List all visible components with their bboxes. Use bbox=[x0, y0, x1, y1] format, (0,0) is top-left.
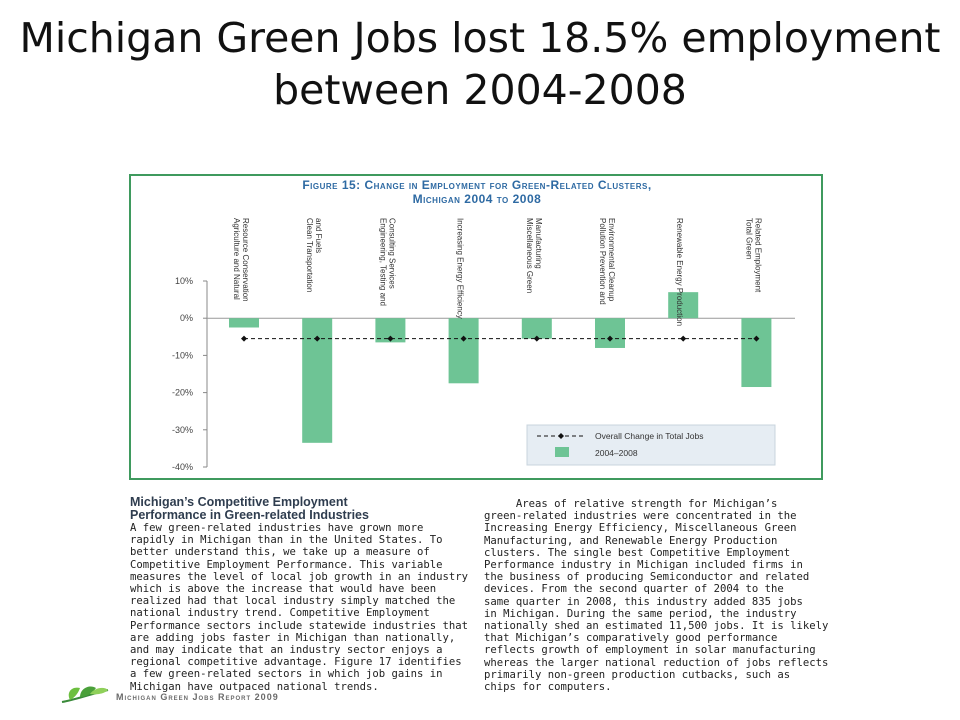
bar bbox=[448, 318, 479, 384]
overall-change-point bbox=[753, 335, 760, 342]
figure-title-line-1: Figure 15: Change in Employment for Gree… bbox=[302, 178, 652, 192]
bar bbox=[668, 292, 699, 319]
overall-change-point bbox=[460, 335, 467, 342]
y-tick-label: -20% bbox=[172, 388, 193, 398]
y-tick-label: 0% bbox=[180, 313, 193, 323]
category-label-text: and Fuels bbox=[314, 218, 323, 253]
category-label: Agriculture and Natural Resource Conserva… bbox=[232, 218, 250, 302]
overall-change-point bbox=[533, 335, 540, 342]
category-label-text: Resource Conservation bbox=[241, 218, 250, 302]
bar bbox=[741, 318, 772, 388]
category-label-text: Increasing Energy Efficiency bbox=[456, 218, 465, 319]
legend-line-marker bbox=[558, 433, 564, 439]
legend-bar-swatch bbox=[555, 447, 569, 457]
right-column-text: Areas of relative strength for Michigan’… bbox=[484, 498, 829, 694]
category-label-text: Consulting Services bbox=[387, 218, 396, 289]
category-label-text: Total Green bbox=[744, 218, 753, 259]
figure-title-line-2: Michigan 2004 to 2008 bbox=[412, 192, 542, 206]
section-heading: Michigan’s Competitive Employment Perfor… bbox=[130, 495, 369, 522]
left-column-text: A few green-related industries have grow… bbox=[130, 522, 469, 693]
category-label: Total Green Related Employment bbox=[744, 218, 762, 293]
category-label-text: Renewable Energy Production bbox=[675, 218, 684, 326]
overall-change-point bbox=[607, 335, 613, 342]
category-label-text: Manufacturing bbox=[534, 218, 543, 269]
overall-change-point bbox=[241, 335, 247, 342]
category-label-text: Agriculture and Natural bbox=[232, 218, 241, 300]
figure-title: Figure 15: Change in Employment for Gree… bbox=[130, 178, 824, 206]
bar bbox=[229, 318, 259, 328]
category-label-text: Clean Transportation bbox=[305, 218, 314, 292]
legend-label: Overall Change in Total Jobs bbox=[595, 431, 704, 441]
y-tick-label: -30% bbox=[172, 425, 193, 435]
category-label: Clean Transportation and Fuels bbox=[305, 218, 323, 292]
legend-label: 2004–2008 bbox=[595, 448, 638, 458]
overall-change-point bbox=[387, 335, 394, 342]
overall-change-point bbox=[680, 335, 687, 342]
category-label-text: Related Employment bbox=[753, 218, 762, 293]
bar bbox=[521, 318, 552, 339]
category-label-text: Pollution Prevention and bbox=[598, 218, 607, 305]
y-tick-label: -40% bbox=[172, 462, 193, 472]
footer-report-name: Michigan Green Jobs Report 2009 bbox=[116, 692, 279, 702]
overall-change-point bbox=[314, 335, 321, 342]
category-label: Increasing Energy Efficiency bbox=[456, 218, 465, 319]
slide-title: Michigan Green Jobs lost 18.5% employmen… bbox=[19, 14, 941, 114]
category-label: Renewable Energy Production bbox=[675, 218, 684, 326]
bar bbox=[595, 318, 625, 348]
category-label: Miscellaneous Green Manufacturing bbox=[525, 218, 543, 293]
leaf-logo-icon bbox=[61, 686, 109, 703]
legend-box bbox=[526, 424, 776, 466]
y-tick-label: -10% bbox=[172, 350, 193, 360]
category-label: Pollution Prevention and Environmental Cl… bbox=[598, 218, 616, 305]
category-label: Engineering, Testing and Consulting Servi… bbox=[378, 218, 396, 306]
category-label-text: Engineering, Testing and bbox=[378, 218, 387, 306]
y-tick-label: 10% bbox=[175, 276, 193, 286]
category-label-text: Environmental Cleanup bbox=[607, 218, 616, 302]
category-label-text: Miscellaneous Green bbox=[525, 218, 534, 293]
